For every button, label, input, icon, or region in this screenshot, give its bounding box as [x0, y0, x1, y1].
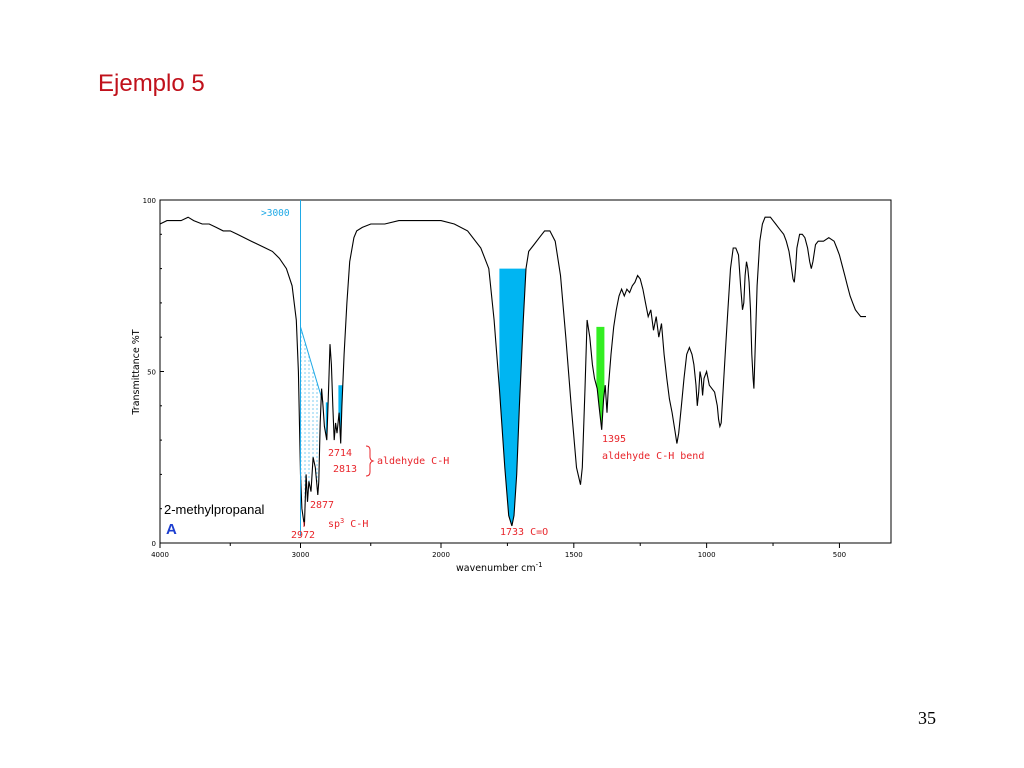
- aldehyde-ch-label: aldehyde C-H: [377, 456, 449, 467]
- compound-marker: A: [166, 521, 177, 538]
- x-axis-label-superscript: -1: [536, 561, 543, 569]
- sp3-ch-region: [300, 326, 324, 526]
- peak-label-1733: 1733 C=O: [500, 527, 548, 538]
- x-tick-label: 500: [833, 551, 846, 559]
- highlight-aldehyde-bend: [596, 326, 605, 430]
- peak-label-2714: 2714: [328, 448, 352, 459]
- y-axis: 0 50 100: [143, 197, 164, 548]
- x-axis-label-text: wavenumber cm: [456, 563, 536, 574]
- sp3-ch-label-rest: C-H: [344, 519, 368, 530]
- page-number: 35: [918, 708, 936, 728]
- peak-label-2972: 2972: [291, 530, 315, 541]
- sp3-dotted-fill: [300, 326, 323, 526]
- peak-highlights: [325, 268, 605, 525]
- y-tick-label: 0: [152, 540, 156, 548]
- sp3-ch-label-superscript: 3: [340, 517, 344, 525]
- peak-label-2813: 2813: [333, 464, 357, 475]
- peak-label-2877: 2877: [310, 500, 334, 511]
- x-tick-label: 4000: [151, 551, 169, 559]
- y-tick-label: 100: [143, 197, 156, 205]
- x-axis: 4000 3000 2000 1500 1000 500: [151, 543, 846, 559]
- aldehyde-bend-label: aldehyde C-H bend: [602, 451, 704, 462]
- highlight-aldehyde-ch-2714: [338, 385, 343, 444]
- slide-title: Ejemplo 5: [98, 70, 205, 97]
- sp3-slant-line: [300, 326, 324, 403]
- x-tick-label: 2000: [432, 551, 450, 559]
- sp3-ch-label-text: sp: [328, 519, 340, 530]
- x-tick-label: 3000: [292, 551, 310, 559]
- y-axis-label: Transmittance %T: [131, 329, 142, 415]
- highlight-carbonyl: [499, 268, 532, 525]
- compound-name: 2-methylpropanal: [164, 502, 265, 517]
- peak-label-1395: 1395: [602, 434, 626, 445]
- plot-frame: [159, 199, 892, 544]
- y-tick-label: 50: [147, 369, 156, 377]
- reference-line-label: >3000: [261, 208, 290, 219]
- sp3-ch-label: sp3 C-H: [328, 517, 368, 530]
- x-tick-label: 1500: [565, 551, 583, 559]
- aldehyde-bracket: [365, 445, 375, 477]
- spectrum-line: [159, 216, 866, 527]
- x-tick-label: 1000: [698, 551, 716, 559]
- x-axis-label: wavenumber cm-1: [456, 561, 543, 574]
